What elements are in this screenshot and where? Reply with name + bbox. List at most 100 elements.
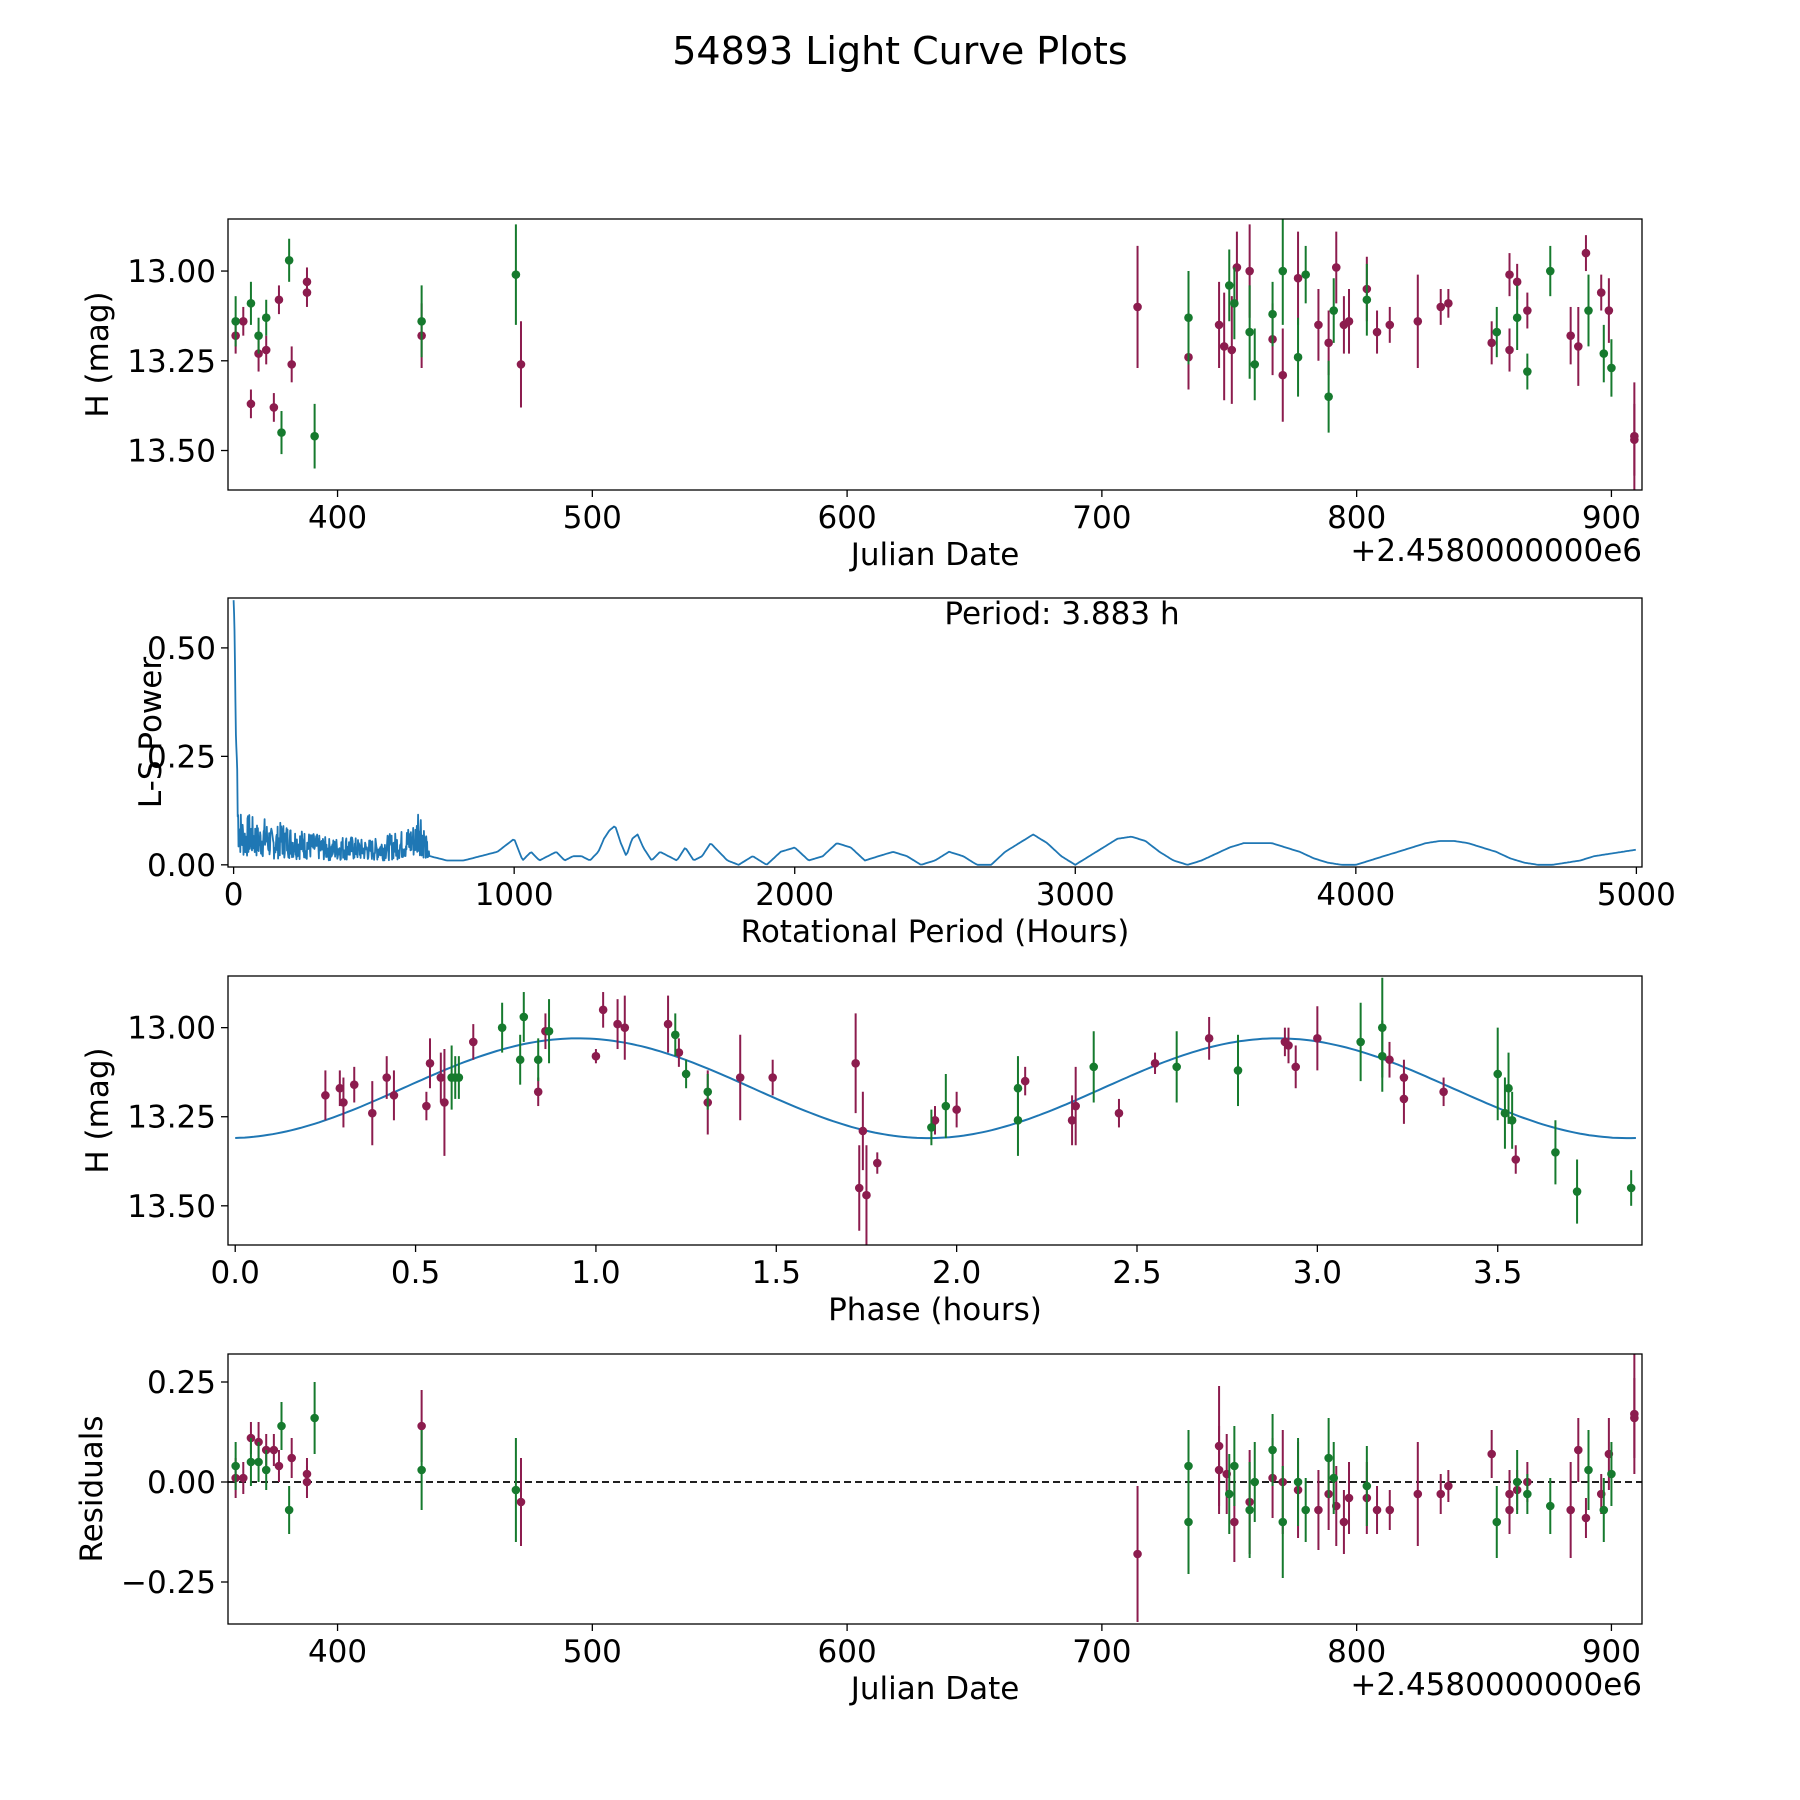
- data-point: [533, 1087, 543, 1097]
- y-tick-label: 0.50: [147, 631, 216, 667]
- y-tick-label: 0.00: [147, 848, 216, 884]
- data-point: [1344, 316, 1354, 326]
- data-point: [1493, 1069, 1503, 1079]
- y-tick-label: 13.50: [127, 1189, 216, 1225]
- data-point: [497, 1023, 507, 1032]
- y-tick-label: 0.25: [147, 739, 216, 775]
- data-point: [287, 360, 296, 369]
- data-point: [1584, 306, 1593, 315]
- periodogram-plot-area: [232, 600, 1636, 866]
- data-point: [1385, 320, 1395, 330]
- data-point: [1630, 435, 1639, 445]
- data-point: [1599, 1505, 1609, 1515]
- x-tick-label: 500: [563, 500, 622, 536]
- data-point: [1523, 367, 1532, 376]
- residuals-x-offset-label: +2.4580000000e6: [1350, 1667, 1642, 1703]
- data-point: [1233, 1066, 1243, 1075]
- data-point: [1626, 1183, 1636, 1193]
- data-point: [1436, 1489, 1446, 1499]
- data-point: [681, 1069, 691, 1079]
- data-point: [1511, 1155, 1521, 1164]
- x-tick-label: 4000: [1316, 877, 1395, 913]
- data-point: [1344, 1493, 1354, 1503]
- data-point: [1133, 302, 1142, 312]
- y-tick-label: 0.25: [147, 1365, 216, 1401]
- data-point: [425, 1058, 435, 1068]
- data-point: [862, 1190, 871, 1200]
- residuals-x-axis-label: Julian Date: [849, 1671, 1020, 1707]
- data-point: [254, 1457, 263, 1467]
- data-point: [674, 1048, 684, 1057]
- data-point: [1067, 1115, 1077, 1125]
- data-point: [1362, 1481, 1372, 1491]
- periodogram-axes: 0 1000 2000 3000 4000 5000 0.00 0.25 0.50: [147, 597, 1676, 913]
- data-point: [533, 1055, 543, 1065]
- data-point: [1362, 295, 1372, 305]
- data-point: [1444, 1481, 1453, 1491]
- data-point: [302, 288, 312, 297]
- data-point: [1596, 288, 1606, 297]
- data-point: [519, 1012, 529, 1022]
- data-point: [231, 1461, 240, 1471]
- data-point: [1013, 1115, 1023, 1125]
- x-tick-label: 800: [1327, 1634, 1386, 1670]
- data-point: [284, 255, 294, 265]
- data-point: [367, 1108, 377, 1118]
- residuals-plot-area: [228, 1354, 1642, 1622]
- lightcurve-y-axis-label: H (mag): [80, 291, 116, 417]
- data-point: [349, 1080, 359, 1089]
- data-point: [277, 1421, 286, 1431]
- y-tick-label: 13.00: [127, 254, 216, 290]
- data-point: [254, 331, 263, 340]
- data-point: [1324, 1453, 1333, 1463]
- y-tick-label: 0.00: [147, 1465, 216, 1501]
- data-point: [310, 431, 319, 441]
- x-tick-label: 600: [818, 500, 877, 536]
- data-point: [1230, 299, 1239, 308]
- data-point: [515, 1055, 525, 1065]
- data-point: [1581, 248, 1591, 258]
- x-tick-label: 700: [1072, 1634, 1131, 1670]
- data-point: [854, 1183, 864, 1193]
- data-point: [1214, 1465, 1224, 1475]
- data-point: [1133, 1549, 1142, 1559]
- data-point: [1545, 266, 1555, 276]
- data-point: [287, 1453, 296, 1463]
- data-point: [1500, 1108, 1510, 1118]
- data-point: [246, 299, 256, 308]
- data-point: [1439, 1087, 1448, 1097]
- data-point: [389, 1091, 399, 1100]
- data-point: [1224, 1489, 1234, 1499]
- data-point: [1574, 1445, 1583, 1455]
- figure-title: 54893 Light Curve Plots: [672, 29, 1127, 73]
- data-point: [1114, 1108, 1124, 1118]
- data-point: [598, 1005, 608, 1015]
- data-point: [1512, 277, 1522, 287]
- data-point: [1504, 1083, 1513, 1093]
- x-tick-label: 500: [563, 1634, 622, 1670]
- data-point: [1313, 1034, 1322, 1043]
- data-point: [1224, 281, 1234, 290]
- data-point: [1268, 1445, 1277, 1455]
- x-tick-label: 3.0: [1293, 1255, 1342, 1291]
- x-tick-label: 400: [308, 1634, 367, 1670]
- data-point: [1607, 363, 1616, 373]
- x-tick-label: 600: [818, 1634, 877, 1670]
- data-point: [1020, 1076, 1030, 1086]
- data-point: [1204, 1034, 1214, 1043]
- axes-frame: [227, 975, 1643, 1246]
- data-point: [1505, 345, 1514, 355]
- x-tick-label: 1000: [475, 877, 554, 913]
- lightcurve-x-axis-label: Julian Date: [849, 537, 1020, 573]
- data-point: [927, 1123, 936, 1132]
- data-point: [1399, 1073, 1409, 1082]
- x-tick-label: 900: [1582, 500, 1641, 536]
- data-point: [1284, 1041, 1293, 1050]
- lightcurve-axes: 400 500 600 700 800 900 13.50 13.25 13.00: [127, 218, 1643, 536]
- data-point: [261, 1465, 271, 1475]
- data-point: [422, 1101, 431, 1111]
- data-point: [238, 1473, 248, 1483]
- phase-y-axis-label: H (mag): [80, 1047, 116, 1173]
- data-point: [1339, 1517, 1349, 1527]
- data-point: [1219, 342, 1229, 351]
